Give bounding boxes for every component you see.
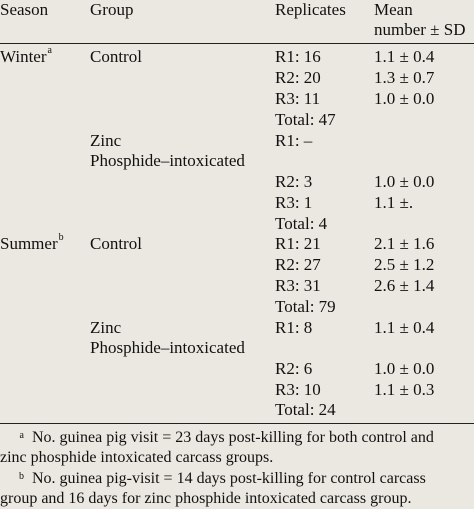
winter-control-rep-2: R2: 20 <box>275 68 321 87</box>
summer-control-mean-2: 2.5 ± 1.2 <box>374 255 435 274</box>
summer-zinc-group-line2: Phosphide–intoxicated <box>90 338 245 357</box>
summer-zinc-total: Total: 24 <box>275 400 336 419</box>
header-mean-line1: Mean <box>374 0 413 19</box>
summer-control-rep-3: R3: 31 <box>275 276 321 295</box>
winter-zinc-group-line2: Phosphide–intoxicated <box>90 151 245 170</box>
summer-control-total: Total: 79 <box>275 297 336 316</box>
season-winter: Wintera <box>0 45 52 67</box>
winter-control-rep-3: R3: 11 <box>275 89 321 108</box>
summer-zinc-rep-3: R3: 10 <box>275 380 321 399</box>
winter-control-mean-1: 1.1 ± 0.4 <box>374 47 435 66</box>
footnote-b-line1: b No. guinea pig-visit = 14 days post-kil… <box>0 469 474 489</box>
header-rule <box>0 43 474 44</box>
header-replicates: Replicates <box>275 0 346 19</box>
season-summer-label: Summer <box>0 234 58 253</box>
winter-zinc-mean-3: 1.1 ±. <box>374 193 414 212</box>
winter-zinc-mean-2: 1.0 ± 0.0 <box>374 172 435 191</box>
winter-zinc-total: Total: 4 <box>275 214 328 233</box>
summer-zinc-rep-1: R1: 8 <box>275 318 313 337</box>
winter-zinc-rep-3: R3: 1 <box>275 193 313 212</box>
season-winter-label: Winter <box>0 47 47 66</box>
winter-zinc-rep-2: R2: 3 <box>275 172 313 191</box>
summer-zinc-mean-3: 1.1 ± 0.3 <box>374 380 435 399</box>
footnote-b-line2: group and 16 days for zinc phosphide int… <box>0 490 412 507</box>
season-summer-mark: b <box>58 232 64 244</box>
winter-control-mean-2: 1.3 ± 0.7 <box>374 68 435 87</box>
header-mean-line2: number ± SD <box>374 20 466 39</box>
summer-zinc-mean-2: 1.0 ± 0.0 <box>374 359 435 378</box>
winter-control-group: Control <box>90 47 142 66</box>
winter-control-total: Total: 47 <box>275 110 336 129</box>
table-bottom-rule <box>0 423 474 424</box>
summer-control-group: Control <box>90 234 142 253</box>
summer-control-mean-3: 2.6 ± 1.4 <box>374 276 435 295</box>
footnote-b-mark: b <box>19 471 24 482</box>
summer-control-rep-2: R2: 27 <box>275 255 321 274</box>
summer-control-mean-1: 2.1 ± 1.6 <box>374 234 435 253</box>
winter-control-mean-3: 1.0 ± 0.0 <box>374 89 435 108</box>
summer-zinc-rep-2: R2: 6 <box>275 359 313 378</box>
season-winter-mark: a <box>47 45 52 57</box>
winter-zinc-rep-1: R1: – <box>275 131 313 150</box>
footnote-a-mark: a <box>19 430 24 441</box>
footnote-a-line1: a No. guinea pig visit = 23 days post-kil… <box>0 428 474 448</box>
footnote-a-line2: zinc phosphide intoxicated carcass group… <box>0 449 274 466</box>
summer-control-rep-1: R1: 21 <box>275 234 321 253</box>
summer-zinc-mean-1: 1.1 ± 0.4 <box>374 318 435 337</box>
summer-zinc-group-line1: Zinc <box>90 318 122 337</box>
footnote-a-text1: No. guinea pig visit = 23 days post-kill… <box>32 429 434 446</box>
season-summer: Summerb <box>0 232 64 254</box>
footnote-b-text1: No. guinea pig-visit = 14 days post-kill… <box>32 470 426 487</box>
winter-zinc-group-line1: Zinc <box>90 131 122 150</box>
winter-control-rep-1: R1: 16 <box>275 47 321 66</box>
header-group: Group <box>90 0 134 19</box>
header-season: Season <box>0 0 49 19</box>
